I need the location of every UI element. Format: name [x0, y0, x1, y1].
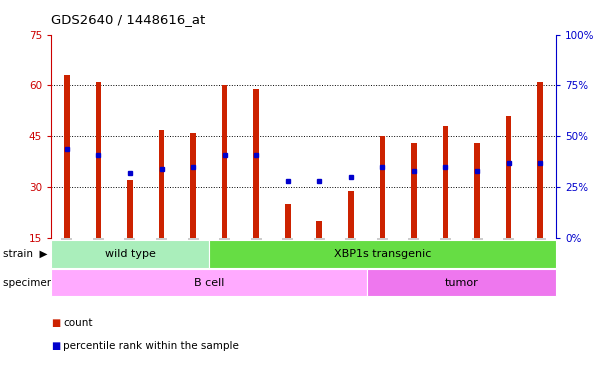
Bar	[127, 180, 133, 238]
Text: tumor: tumor	[444, 278, 478, 288]
Bar	[96, 82, 101, 238]
Bar	[411, 143, 416, 238]
Bar	[537, 82, 543, 238]
Bar	[64, 75, 70, 238]
Text: B cell: B cell	[194, 278, 224, 288]
Bar	[317, 221, 322, 238]
Bar	[348, 190, 353, 238]
Bar	[191, 133, 196, 238]
Text: ■: ■	[51, 341, 60, 351]
Bar	[474, 143, 480, 238]
Bar	[222, 86, 227, 238]
Bar	[254, 89, 259, 238]
Text: wild type: wild type	[105, 249, 156, 259]
Text: specimen  ▶: specimen ▶	[3, 278, 68, 288]
Text: count: count	[63, 318, 93, 328]
Bar	[285, 204, 290, 238]
Text: strain  ▶: strain ▶	[3, 249, 47, 259]
Bar	[380, 136, 385, 238]
Text: XBP1s transgenic: XBP1s transgenic	[334, 249, 431, 259]
Bar	[159, 129, 164, 238]
Bar	[443, 126, 448, 238]
Text: ■: ■	[51, 318, 60, 328]
Text: GDS2640 / 1448616_at: GDS2640 / 1448616_at	[51, 13, 206, 26]
Bar	[506, 116, 511, 238]
Text: percentile rank within the sample: percentile rank within the sample	[63, 341, 239, 351]
